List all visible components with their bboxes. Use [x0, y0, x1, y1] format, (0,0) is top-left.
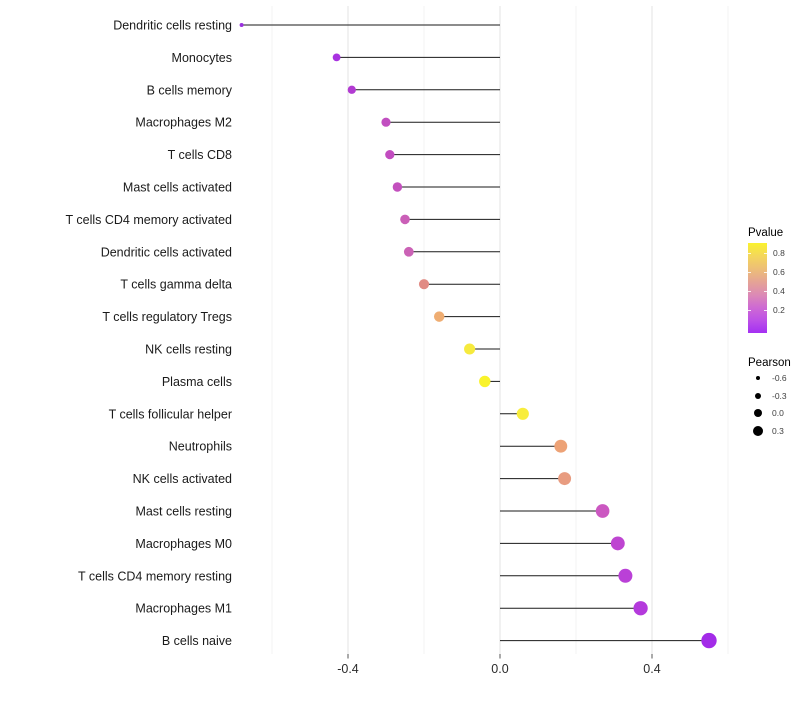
pvalue-tick-label: 0.6: [773, 267, 785, 277]
colorbar-tick-mark: [764, 291, 767, 292]
y-axis-label: Mast cells resting: [135, 505, 232, 519]
pvalue-tick-label: 0.8: [773, 248, 785, 258]
y-axis-label: Macrophages M2: [135, 116, 232, 130]
y-axis-label: B cells memory: [147, 83, 233, 97]
pearson-size-dot: [754, 392, 762, 400]
pearson-size-label: -0.6: [772, 373, 787, 383]
x-axis-tick-label: 0.4: [643, 662, 660, 676]
lollipop-dot: [516, 407, 529, 420]
y-axis-label: Dendritic cells resting: [113, 19, 232, 33]
pearson-legend-entry: 0.0: [748, 406, 784, 420]
colorbar-tick-mark: [764, 253, 767, 254]
lollipop-dot: [381, 117, 391, 127]
pearson-legend-entry: -0.6: [748, 371, 787, 385]
y-axis-label: T cells gamma delta: [120, 278, 232, 292]
y-axis-label: T cells follicular helper: [109, 407, 232, 421]
pearson-size-label: 0.3: [772, 426, 784, 436]
colorbar-tick-mark: [764, 310, 767, 311]
x-axis-tick-label: 0.0: [491, 662, 508, 676]
lollipop-dot: [701, 632, 717, 649]
pvalue-tick-label: 0.2: [773, 305, 785, 315]
pearson-size-dot: [753, 408, 763, 418]
pearson-legend-entry: -0.3: [748, 389, 787, 403]
pearson-size-dot: [756, 376, 760, 380]
y-axis-label: T cells CD4 memory activated: [66, 213, 233, 227]
lollipop-dot: [400, 214, 410, 225]
lollipop-dot: [347, 85, 356, 94]
pearson-size-dot: [753, 426, 763, 436]
y-axis-label: Neutrophils: [169, 440, 232, 454]
lollipop-dot: [595, 504, 610, 518]
y-axis-label: Monocytes: [172, 51, 232, 65]
x-axis-tick-label: -0.4: [337, 662, 359, 676]
lollipop-dot: [433, 311, 445, 322]
legend: Pvalue 0.8 0.6 0.4 0.2 Pearson -0.6 -0.3…: [748, 227, 800, 467]
colorbar-tick-mark: [748, 253, 751, 254]
pvalue-tick-label: 0.4: [773, 286, 785, 296]
y-axis-label: NK cells activated: [133, 472, 232, 486]
colorbar-tick-mark: [764, 272, 767, 273]
y-axis-label: Macrophages M0: [135, 537, 232, 551]
lollipop-dot: [633, 601, 648, 616]
colorbar-tick-mark: [748, 310, 751, 311]
y-axis-label: T cells CD4 memory resting: [78, 569, 232, 583]
y-axis-label: T cells regulatory Tregs: [102, 310, 232, 324]
y-axis-label: T cells CD8: [168, 148, 232, 162]
lollipop-dot: [479, 375, 491, 388]
y-axis-label: B cells naive: [162, 634, 232, 648]
lollipop-dot: [385, 149, 395, 160]
lollipop-dot: [239, 23, 244, 27]
pearson-size-label: 0.0: [772, 408, 784, 418]
y-axis-label: Macrophages M1: [135, 602, 232, 616]
lollipop-dot: [403, 246, 414, 257]
lollipop-dot: [332, 53, 341, 62]
lollipop-dot: [558, 472, 572, 486]
y-axis-label: Plasma cells: [162, 375, 232, 389]
pvalue-legend-title: Pvalue: [748, 227, 784, 239]
lollipop-dot: [610, 536, 625, 551]
y-axis-label: NK cells resting: [145, 343, 232, 357]
colorbar-tick-mark: [748, 272, 751, 273]
lollipop-dot: [464, 343, 476, 355]
pearson-legend-entry: 0.3: [748, 424, 784, 438]
pearson-size-label: -0.3: [772, 391, 787, 401]
lollipop-dot: [418, 279, 430, 290]
lollipop-dot: [392, 182, 403, 192]
lollipop-dot: [554, 439, 568, 453]
y-axis-label: Dendritic cells activated: [101, 245, 232, 259]
pvalue-colorbar: [748, 243, 767, 333]
y-axis-label: Mast cells activated: [123, 181, 232, 195]
lollipop-dot: [618, 568, 633, 583]
colorbar-tick-mark: [748, 291, 751, 292]
pearson-legend-title: Pearson: [748, 357, 791, 369]
